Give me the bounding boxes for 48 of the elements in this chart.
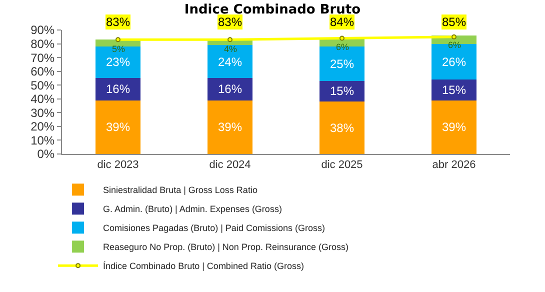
data-label: 26% [442,55,466,69]
y-tick-label: 50% [30,78,55,92]
data-label: 15% [442,83,466,97]
y-tick-label: 30% [30,106,55,120]
y-tick-label: 20% [30,120,55,134]
chart-title: Indice Combinado Bruto [184,2,361,18]
legend-label: Índice Combinado Bruto | Combined Ratio (Gross) [103,261,304,272]
bar [96,46,140,78]
data-label: 4% [224,44,238,54]
y-tick-label: 90% [30,23,55,38]
bar [208,100,252,154]
legend-label: Reaseguro No Prop. (Bruto) | Non Prop. Reinsurance (Gross) [103,242,348,252]
y-tick-label: 0% [37,147,55,162]
y-tick-label: 70% [30,50,55,65]
x-tick-label: dic 2023 [97,159,139,172]
legend-label: G. Admin. (Bruto) | Admin. Expenses (Gross) [103,204,282,214]
data-label: 15% [330,84,354,98]
x-tick-label: dic 2024 [209,159,251,172]
data-label: 85% [442,15,466,29]
data-label: 16% [106,82,130,96]
y-tick-label: 80% [30,36,55,51]
data-label: 38% [330,121,354,135]
data-label: 39% [218,120,242,134]
data-label: 25% [330,57,354,71]
y-tick-label: 40% [30,92,55,106]
data-label: 5% [112,44,126,54]
legend-label: Comisiones Pagadas (Bruto) | Paid Comissions (Gross) [103,223,325,234]
bar [432,44,476,80]
bar [208,45,252,78]
data-label: 83% [106,15,130,29]
y-tick-label: 10% [30,133,55,148]
data-label: 39% [442,120,466,134]
data-label: 84% [330,15,354,29]
bar [208,78,252,100]
bar [432,80,476,100]
data-label: 16% [218,82,242,96]
bar [96,100,140,154]
bar [432,100,476,154]
data-label: 24% [218,55,242,69]
y-tick-label: 60% [30,64,55,79]
x-tick-label: dic 2025 [321,159,363,172]
data-label: 39% [106,120,130,134]
bar [96,78,140,100]
data-label: 23% [106,55,130,69]
legend-label: Siniestralidad Bruta | Gross Loss Ratio [103,185,258,196]
x-tick-label: abr 2026 [432,159,476,172]
bar [320,102,364,154]
data-label: 83% [218,15,242,29]
